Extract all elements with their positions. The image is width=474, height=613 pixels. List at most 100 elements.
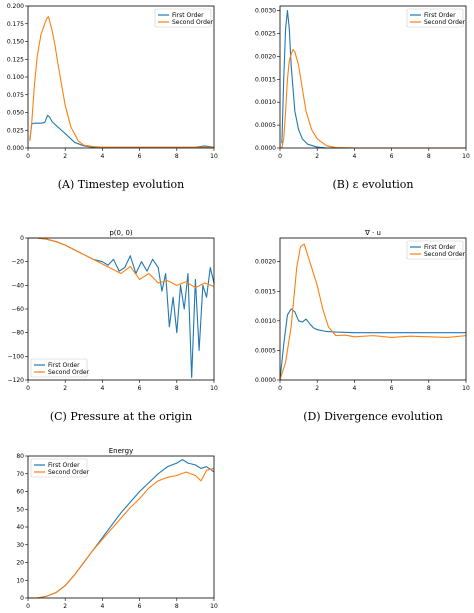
y-tick-label: 0.175 xyxy=(7,21,24,28)
x-tick-label: 0 xyxy=(278,153,282,160)
legend-label: First Order xyxy=(424,244,456,251)
x-tick-label: 0 xyxy=(26,603,30,610)
chart-title: ∇ · u xyxy=(364,229,381,237)
y-tick-label: −60 xyxy=(11,306,24,313)
y-tick-label: −120 xyxy=(8,377,25,384)
series-line-first-order xyxy=(28,458,215,599)
x-tick-label: 2 xyxy=(315,153,319,160)
x-tick-label: 8 xyxy=(175,385,179,392)
x-tick-label: 6 xyxy=(138,603,142,610)
chart-title: Energy xyxy=(109,447,134,455)
panel-caption: (A) Timestep evolution xyxy=(58,178,185,191)
x-tick-label: 2 xyxy=(63,153,67,160)
x-tick-label: 8 xyxy=(175,603,179,610)
x-tick-label: 8 xyxy=(427,385,431,392)
x-tick-label: 6 xyxy=(138,385,142,392)
x-tick-label: 10 xyxy=(210,385,218,392)
y-tick-label: 20 xyxy=(16,560,24,567)
y-tick-label: 70 xyxy=(16,471,24,478)
series-line-first-order xyxy=(281,10,466,149)
y-tick-label: 0.000 xyxy=(7,145,24,152)
y-tick-label: −100 xyxy=(8,353,25,360)
chart-panel-2: p(0, 0) 0 2 4 6 8 10 0 −20 −40 −60 −80 −100 −120 First… xyxy=(8,229,218,423)
x-tick-label: 4 xyxy=(352,153,356,160)
series-line-second-order xyxy=(29,16,214,148)
y-tick-label: 0.0010 xyxy=(255,318,276,325)
y-tick-label: 50 xyxy=(16,506,24,513)
x-tick-label: 4 xyxy=(100,603,104,610)
chart-panel-4: Energy 0 2 4 6 8 10 0 10 20 30 40 50 60 70 80 First Orde… xyxy=(16,447,218,610)
x-tick-label: 6 xyxy=(390,153,394,160)
x-tick-label: 8 xyxy=(427,153,431,160)
y-tick-label: 0.200 xyxy=(7,3,24,10)
plot-frame xyxy=(27,237,215,381)
y-tick-label: 60 xyxy=(16,489,24,496)
x-tick-label: 10 xyxy=(210,603,218,610)
y-tick-label: 0.0005 xyxy=(255,347,276,354)
x-tick-label: 6 xyxy=(138,153,142,160)
y-tick-label: 0.125 xyxy=(7,56,24,63)
y-tick-label: 0.0010 xyxy=(255,99,276,106)
y-tick-label: 80 xyxy=(16,453,24,460)
plot-frame xyxy=(27,5,215,149)
y-tick-label: 0.0015 xyxy=(255,288,276,295)
legend-label: First Order xyxy=(424,12,456,19)
y-tick-label: 0.0020 xyxy=(255,53,276,60)
legend-label: Second Order xyxy=(48,469,90,476)
y-tick-label: 0 xyxy=(20,235,24,242)
legend-label: Second Order xyxy=(424,251,466,258)
series-line-first-order xyxy=(279,308,466,381)
plot-frame xyxy=(27,455,215,599)
series-line-first-order xyxy=(28,237,215,379)
y-tick-label: 0.0030 xyxy=(255,8,276,15)
series-line-second-order xyxy=(281,48,466,149)
x-tick-label: 0 xyxy=(26,385,30,392)
y-tick-label: 0 xyxy=(20,595,24,602)
y-tick-label: 0.050 xyxy=(7,110,24,117)
x-tick-label: 6 xyxy=(390,385,394,392)
x-tick-label: 4 xyxy=(352,385,356,392)
legend-label: Second Order xyxy=(172,19,214,26)
x-tick-label: 0 xyxy=(26,153,30,160)
y-tick-label: 0.0000 xyxy=(255,145,276,152)
y-tick-label: 0.0000 xyxy=(255,377,276,384)
x-tick-label: 4 xyxy=(100,153,104,160)
chart-title: p(0, 0) xyxy=(109,229,133,237)
x-tick-label: 2 xyxy=(63,385,67,392)
series-line-first-order xyxy=(29,114,215,148)
x-tick-label: 4 xyxy=(100,385,104,392)
y-tick-label: 0.100 xyxy=(7,74,24,81)
legend-label: First Order xyxy=(48,462,80,469)
y-tick-label: 0.150 xyxy=(7,39,24,46)
x-tick-label: 10 xyxy=(462,153,470,160)
series-line-second-order xyxy=(28,237,215,289)
y-tick-label: 0.0025 xyxy=(255,30,276,37)
x-tick-label: 0 xyxy=(278,385,282,392)
y-tick-label: 0.025 xyxy=(7,127,24,134)
y-tick-label: −80 xyxy=(11,330,24,337)
y-tick-label: 0.0015 xyxy=(255,76,276,83)
y-tick-label: −20 xyxy=(11,259,24,266)
series-line-second-order xyxy=(28,467,215,599)
y-tick-label: 0.0020 xyxy=(255,259,276,266)
x-tick-label: 10 xyxy=(210,153,218,160)
x-tick-label: 2 xyxy=(315,385,319,392)
y-tick-label: 0.075 xyxy=(7,92,24,99)
legend-label: Second Order xyxy=(48,369,90,376)
panel-caption: (B) ε evolution xyxy=(333,178,414,191)
x-tick-label: 8 xyxy=(175,153,179,160)
y-tick-label: 30 xyxy=(16,542,24,549)
plot-frame xyxy=(279,237,467,381)
legend-label: Second Order xyxy=(424,19,466,26)
chart-panel-1: 0 2 4 6 8 10 0.0000 0.0005 0.0010 0.0015 0.0020 0.0… xyxy=(255,5,470,191)
plot-frame xyxy=(279,5,467,149)
x-tick-label: 2 xyxy=(63,603,67,610)
series-line-second-order xyxy=(279,243,467,381)
y-tick-label: 10 xyxy=(16,577,24,584)
chart-panel-0: 0 2 4 6 8 10 0.000 0.025 0.050 0.075 0.100 0.125 0.1… xyxy=(7,3,218,191)
